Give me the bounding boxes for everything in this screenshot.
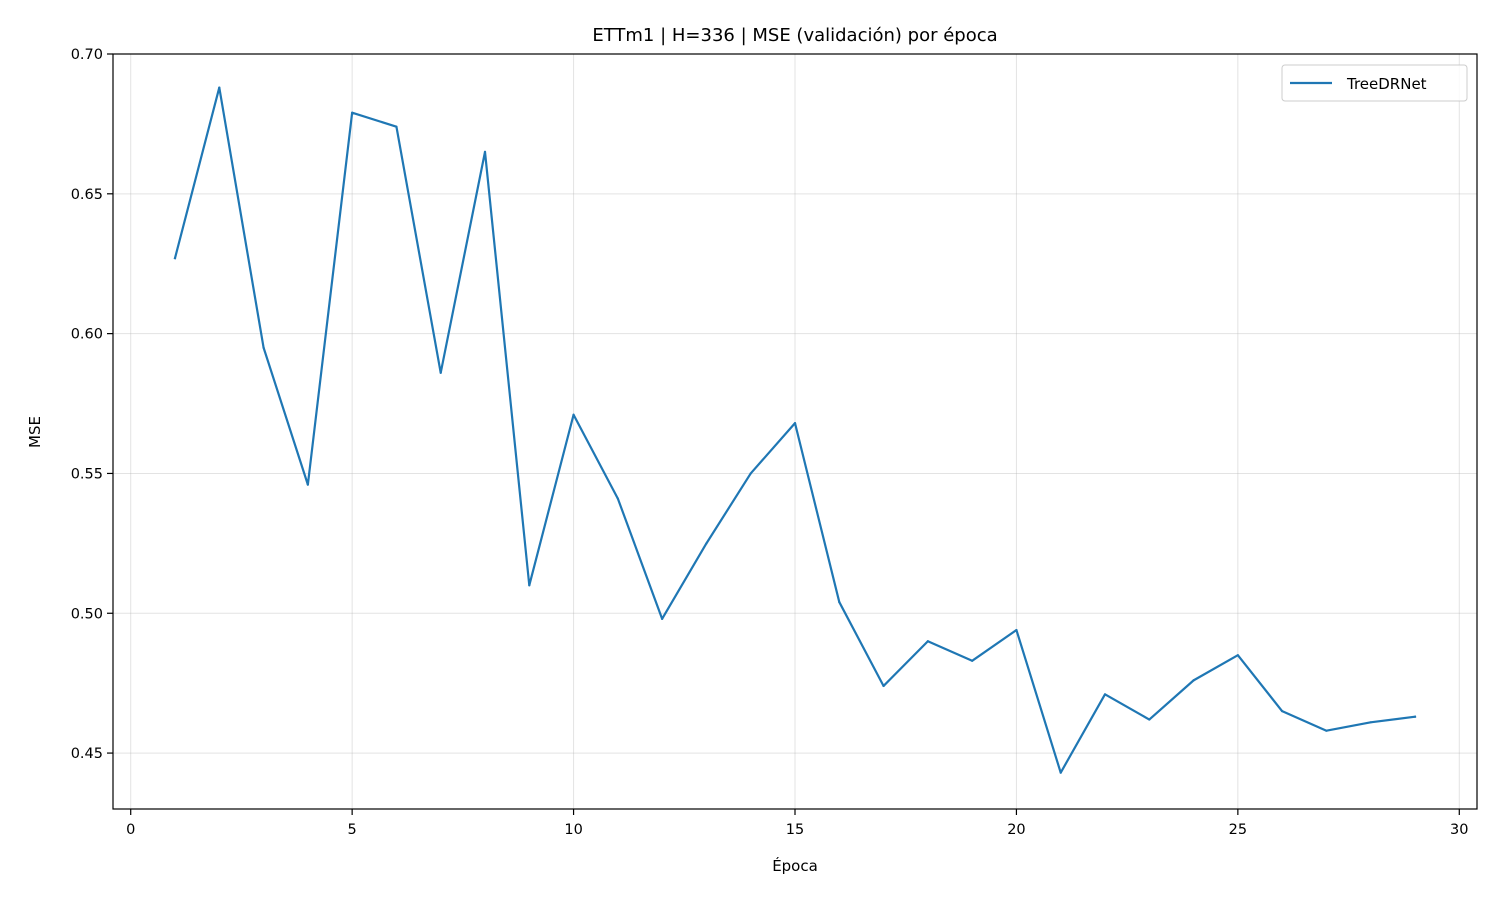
data-point bbox=[971, 659, 974, 662]
data-point bbox=[1281, 710, 1284, 713]
x-tick-label: 10 bbox=[564, 822, 582, 838]
y-axis-label: MSE bbox=[26, 416, 44, 448]
x-tick-label: 25 bbox=[1229, 822, 1247, 838]
data-point bbox=[1059, 771, 1062, 774]
x-tick-label: 15 bbox=[786, 822, 804, 838]
data-point bbox=[926, 640, 929, 643]
data-point bbox=[173, 257, 177, 260]
x-tick-label: 5 bbox=[348, 822, 357, 838]
data-point bbox=[616, 497, 619, 500]
data-point bbox=[1413, 715, 1417, 718]
legend-label-treedrnet: TreeDRNet bbox=[1346, 75, 1427, 93]
data-point bbox=[528, 584, 531, 587]
data-point bbox=[1015, 628, 1018, 632]
data-point bbox=[882, 684, 885, 688]
series-layer bbox=[173, 86, 1417, 774]
data-point bbox=[749, 472, 752, 475]
data-point bbox=[395, 125, 398, 128]
x-tick-label: 20 bbox=[1007, 822, 1025, 838]
y-tick-label: 0.45 bbox=[71, 746, 103, 762]
x-axis-label: Época bbox=[772, 856, 818, 875]
data-point bbox=[793, 422, 797, 425]
y-tick-label: 0.65 bbox=[71, 187, 103, 203]
y-tick-label: 0.60 bbox=[71, 327, 103, 343]
data-point bbox=[1236, 654, 1239, 657]
data-point bbox=[1192, 679, 1195, 682]
y-tick-label: 0.70 bbox=[71, 47, 103, 63]
data-point bbox=[1325, 729, 1328, 732]
data-point bbox=[483, 150, 487, 153]
data-point bbox=[705, 542, 708, 545]
legend-box bbox=[1281, 64, 1468, 102]
data-point bbox=[218, 86, 221, 89]
data-point bbox=[1369, 721, 1372, 724]
y-tick-label: 0.50 bbox=[71, 606, 103, 622]
y-tick-label: 0.55 bbox=[71, 466, 103, 482]
x-tick-label: 0 bbox=[126, 822, 135, 838]
ticks: 0 5 10 15 20 25 30 0.45 0.50 0.55 0.60 0.65 0.70 bbox=[71, 47, 1469, 838]
data-point bbox=[1103, 693, 1107, 696]
legend: TreeDRNet bbox=[1281, 64, 1468, 102]
data-point bbox=[838, 600, 841, 604]
chart-title: ETTm1 | H=336 | MSE (validación) por épo… bbox=[592, 25, 997, 46]
data-point bbox=[306, 483, 309, 486]
data-point bbox=[351, 111, 354, 114]
data-point bbox=[262, 346, 265, 349]
data-point bbox=[661, 617, 664, 620]
data-point bbox=[1148, 718, 1151, 721]
data-point bbox=[572, 413, 575, 416]
x-tick-label: 30 bbox=[1450, 822, 1468, 838]
data-point bbox=[439, 371, 442, 374]
